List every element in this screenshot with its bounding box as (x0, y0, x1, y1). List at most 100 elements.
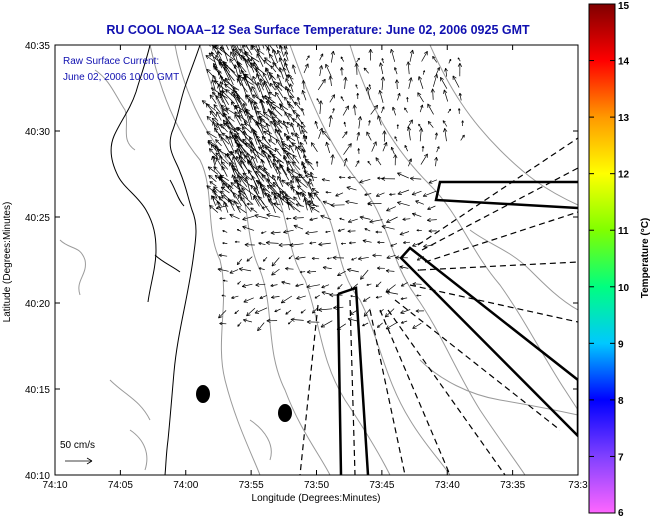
current-vector (258, 181, 265, 199)
current-vector (393, 154, 398, 166)
current-vector (234, 240, 240, 244)
current-vector (209, 204, 219, 213)
current-vector (201, 100, 217, 111)
current-vector (206, 131, 217, 139)
current-vector (275, 45, 278, 49)
current-vector (400, 309, 411, 314)
current-vector (355, 160, 360, 168)
current-vector (385, 290, 399, 295)
current-vector (289, 179, 295, 193)
current-vector (287, 160, 294, 170)
current-vector (335, 192, 344, 197)
current-vector (346, 186, 357, 191)
current-vector (269, 101, 283, 111)
current-vector (294, 101, 302, 110)
current-vector (223, 279, 228, 282)
current-vector (209, 181, 217, 187)
current-vector (330, 154, 335, 165)
current-vector (238, 109, 248, 127)
current-vector (404, 107, 408, 113)
current-vector (386, 216, 398, 223)
current-vector (242, 225, 255, 231)
y-tick-label: 40:15 (25, 385, 50, 396)
current-vector (309, 191, 319, 196)
current-vector (297, 185, 307, 194)
current-vector (233, 192, 242, 207)
current-vector (397, 92, 401, 101)
current-vector (209, 94, 217, 104)
current-vector (251, 100, 260, 123)
current-vector (356, 131, 361, 141)
current-vector (400, 297, 408, 301)
y-tick-label: 40:20 (25, 299, 50, 310)
current-vector (271, 153, 284, 164)
current-vector (325, 141, 331, 154)
current-vector (216, 111, 222, 121)
current-vector (257, 139, 276, 152)
current-vector (284, 51, 289, 61)
current-vector (370, 104, 379, 115)
current-vector (234, 139, 247, 159)
current-vector (412, 282, 422, 286)
current-vector (270, 65, 277, 73)
current-vector (222, 230, 228, 233)
current-vector (436, 146, 440, 153)
current-vector (238, 74, 248, 98)
current-vector (282, 67, 288, 80)
current-vector (222, 61, 240, 80)
current-vector (256, 110, 270, 121)
current-vector (347, 229, 356, 233)
current-vector (267, 198, 283, 213)
current-vector (292, 109, 301, 117)
current-vector (239, 48, 252, 61)
current-vector (337, 284, 343, 290)
current-vector (261, 174, 276, 188)
current-vector (279, 163, 290, 181)
current-vector (261, 136, 272, 147)
current-vector (420, 153, 428, 165)
current-vector (278, 57, 285, 69)
current-vector (427, 103, 434, 115)
current-vector (224, 66, 234, 86)
current-vector (237, 281, 241, 285)
current-vector (303, 197, 308, 211)
current-vector (277, 175, 284, 187)
current-vector (236, 78, 248, 93)
current-vector (422, 70, 426, 75)
current-vector (427, 218, 437, 223)
current-vector (343, 121, 346, 127)
current-vector (272, 62, 282, 73)
current-vector (263, 130, 277, 140)
current-vector (371, 141, 377, 152)
current-vector (285, 266, 294, 271)
current-vector (273, 122, 283, 133)
colorbar-ticks: 6 7 8 9 10 11 12 13 14 15 (589, 1, 630, 519)
current-vector (242, 102, 252, 123)
current-vector (382, 130, 387, 142)
scale-label: 50 cm/s (60, 440, 95, 451)
current-vector (276, 49, 283, 61)
current-vector (304, 174, 318, 179)
current-vector (397, 172, 409, 179)
scale-arrow (65, 457, 93, 465)
current-vector (216, 148, 229, 157)
current-vector (215, 157, 225, 171)
current-vector (307, 181, 313, 193)
current-vector (234, 134, 253, 151)
current-vector (415, 200, 424, 205)
y-tick-label: 40:25 (25, 213, 50, 224)
current-vector (216, 200, 222, 212)
current-vector (343, 76, 348, 89)
current-vector (271, 106, 283, 117)
current-vector (274, 308, 281, 313)
current-vector (328, 115, 333, 127)
current-vector (311, 256, 320, 261)
current-vector (288, 74, 294, 85)
current-vector (290, 122, 295, 133)
current-vector (382, 142, 388, 152)
current-vector (280, 295, 293, 304)
current-vector (225, 107, 236, 115)
current-vector (229, 199, 239, 205)
current-vector (205, 103, 218, 117)
x-tick-label: 74:00 (173, 480, 198, 491)
